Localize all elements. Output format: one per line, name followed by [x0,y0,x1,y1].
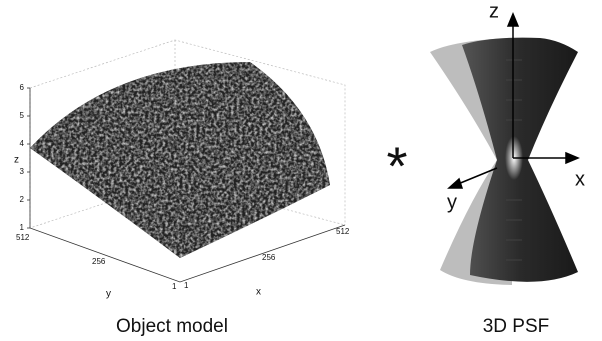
z-tick-label: 3 [20,167,25,176]
y-tick-label: 1 [172,282,177,291]
x-tick-label: 1 [184,281,189,290]
z-tick-label: 4 [20,139,25,148]
psf-y-label: y [447,191,457,213]
y-tick-label: 256 [92,257,106,266]
y-axis-label: y [106,289,111,300]
y-tick-label: 512 [16,233,30,242]
z-tick-label: 2 [20,195,25,204]
x-tick-label: 256 [262,253,276,262]
z-tick-label: 5 [20,111,25,120]
x-tick-label: 512 [336,227,350,236]
z-tick-label: 1 [20,223,25,232]
x-axis-label: x [256,287,261,298]
caption: Object model [116,316,228,337]
convolution-operator: * [386,136,407,196]
z-axis-label: z [14,155,19,166]
surface [30,62,330,258]
z-tick-label: 6 [20,83,25,92]
caption: 3D PSF [483,316,550,337]
psf-shape [430,38,578,285]
psf-x-label: x [575,168,585,190]
psf-z-label: z [489,0,499,22]
figure: z 1 2 3 4 5 6 512 256 1 y 1 256 512 x Object … [0,0,602,341]
